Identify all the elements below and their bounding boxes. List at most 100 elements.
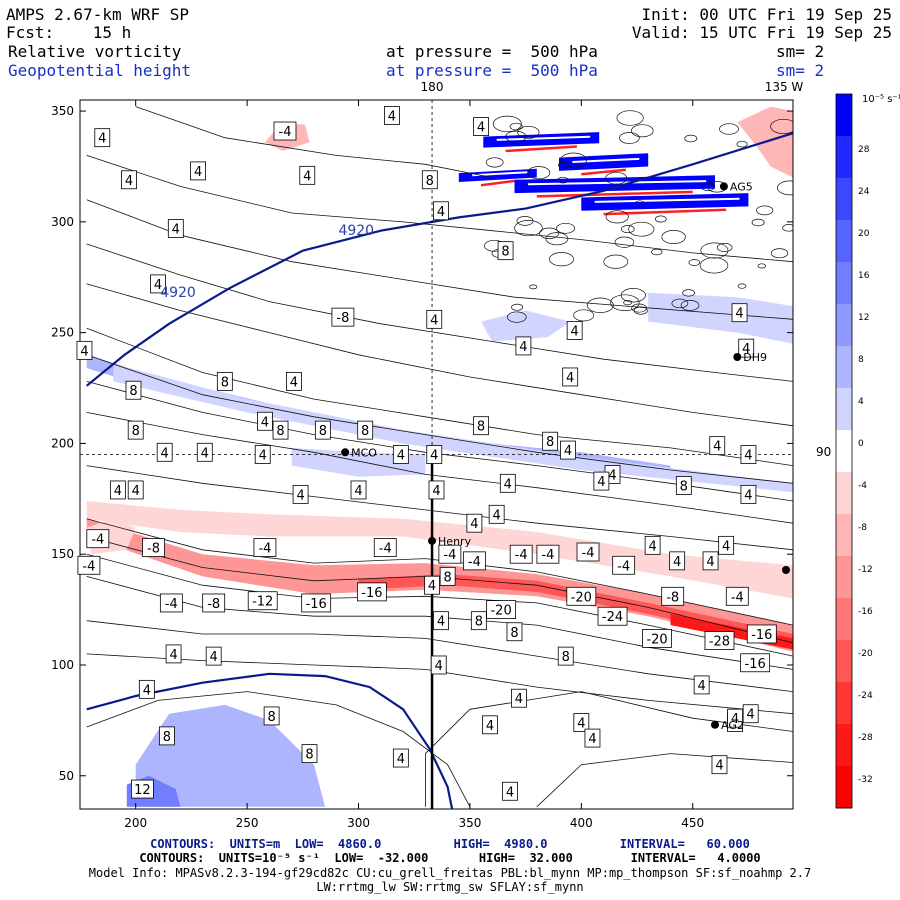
vorticity-cell-contour <box>651 248 663 256</box>
contour-label-box <box>356 582 387 602</box>
x-tick-label: 450 <box>681 816 704 830</box>
contour-label: -4 <box>576 542 600 562</box>
contour-label-text: 4 <box>172 223 180 238</box>
contour-label: 8 <box>272 420 289 440</box>
contour-label-box <box>76 340 93 360</box>
colorbar-tick-label: -12 <box>858 565 873 575</box>
contour-label-text: -4 <box>468 555 481 570</box>
contour-label-box <box>482 715 498 735</box>
vorticity-cell-contour <box>517 125 540 139</box>
contour-label-box <box>428 480 445 500</box>
contour-label: 4 <box>428 480 445 500</box>
colorbar-tick-label: -24 <box>858 691 873 701</box>
contour-label-text: 4 <box>430 313 438 328</box>
contour-label-box <box>205 646 222 666</box>
station-label: DH9 <box>743 351 767 364</box>
contour-label-text: -4 <box>379 542 392 557</box>
contour-label-box <box>718 535 735 555</box>
contour-label: -8 <box>142 538 165 557</box>
vorticity-cell-contour <box>485 157 504 168</box>
contour-label-text: 4 <box>515 692 523 707</box>
contour-label-box <box>357 420 374 440</box>
contour-label-text: 4 <box>261 415 269 430</box>
contour-label: -20 <box>486 600 517 619</box>
contour-label: 4 <box>731 303 748 323</box>
contour-label-box <box>740 653 771 673</box>
contour-label-text: 4 <box>571 324 579 339</box>
contour-label-box <box>257 411 273 431</box>
contour-label-box <box>702 551 719 571</box>
contour-label-text: 4 <box>577 717 585 732</box>
contour-label-text: 4 <box>354 484 362 499</box>
contour-label: 8 <box>506 622 523 642</box>
vorticity-cell-contour <box>631 124 654 138</box>
ne-streak-1 <box>483 132 600 148</box>
contour-label-text: 4 <box>493 508 501 523</box>
height-contour <box>86 132 793 387</box>
colorbar-swatch <box>836 514 852 557</box>
contour-label-box <box>704 631 735 651</box>
vorticity-cell-contour <box>605 171 628 185</box>
x-tick-label: 400 <box>570 816 593 830</box>
contour-label-text: -16 <box>306 597 327 612</box>
vorticity-cell-contour <box>603 254 629 269</box>
contour-label-text: 4 <box>566 371 574 386</box>
contour-label: 8 <box>158 726 175 746</box>
vorticity-cell-contour <box>634 200 645 207</box>
vorticity-cell-contour <box>605 210 629 224</box>
contour-label-text: 4 <box>648 539 656 554</box>
contour-label: -4 <box>77 555 101 575</box>
contour-label-box <box>462 551 486 571</box>
contour-label: 4 <box>709 436 726 456</box>
contour-label-text: -8 <box>666 590 679 605</box>
contour-label-text: 4 <box>296 488 304 503</box>
contour-label-text: 4 <box>519 340 527 355</box>
vorticity-cell-contour <box>505 130 527 143</box>
footer-vorticity-contours: CONTOURS: UNITS=10⁻⁵ s⁻¹ LOW= -32.000 HI… <box>139 851 761 865</box>
vorticity-contour <box>86 465 793 551</box>
ne-streak-1-highlight <box>496 135 591 141</box>
contour-label-text: -4 <box>541 548 554 563</box>
vorticity-cell-contour <box>509 122 523 131</box>
contour-label: 4 <box>76 340 93 360</box>
contour-label-text: 8 <box>477 420 485 435</box>
colorbar-swatch <box>836 556 852 599</box>
x-tick-label: 200 <box>124 816 147 830</box>
contour-label: 4 <box>127 480 144 500</box>
contour-label-box <box>253 538 277 557</box>
contour-label-box <box>121 170 137 190</box>
contour-label: 8 <box>497 241 514 261</box>
contour-label-text: 4 <box>132 484 140 499</box>
vorticity-cell-contour <box>619 132 640 144</box>
contour-label: -16 <box>356 582 387 602</box>
colorbar-swatch <box>836 472 852 515</box>
contour-label: 4 <box>515 336 532 356</box>
contour-label: 4 <box>644 535 661 555</box>
contour-label-box <box>285 371 302 391</box>
contour-label: 4 <box>727 708 743 728</box>
contour-label-box <box>738 338 755 358</box>
contour-label-text: -12 <box>252 595 273 610</box>
contour-label: 4 <box>433 611 449 631</box>
contour-label-text: 4 <box>154 278 162 293</box>
vorticity-cell-contour <box>557 176 569 184</box>
ne-streak-2-highlight <box>572 157 640 163</box>
contour-label-box <box>566 321 583 340</box>
contour-label-text: 4 <box>290 375 298 390</box>
contour-label-text: 4 <box>722 539 730 554</box>
lon-label-180: 180 <box>421 80 444 94</box>
vorticity-cell-contour <box>511 303 524 311</box>
contour-label: 4 <box>94 128 111 148</box>
station-marker <box>733 353 742 362</box>
station-label: AG2 <box>721 719 744 732</box>
vorticity-contour <box>86 653 793 715</box>
contour-label: 8 <box>439 566 456 586</box>
vorticity-contour <box>86 327 793 466</box>
contour-label-text: 4 <box>430 449 438 464</box>
contour-label-box <box>488 504 505 524</box>
contour-label-box <box>497 241 514 261</box>
contour-label: 8 <box>263 706 280 726</box>
contour-label-text: 4 <box>437 205 445 220</box>
contour-label-box <box>94 128 111 148</box>
